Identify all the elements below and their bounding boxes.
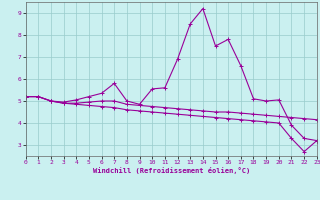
X-axis label: Windchill (Refroidissement éolien,°C): Windchill (Refroidissement éolien,°C) (92, 167, 250, 174)
